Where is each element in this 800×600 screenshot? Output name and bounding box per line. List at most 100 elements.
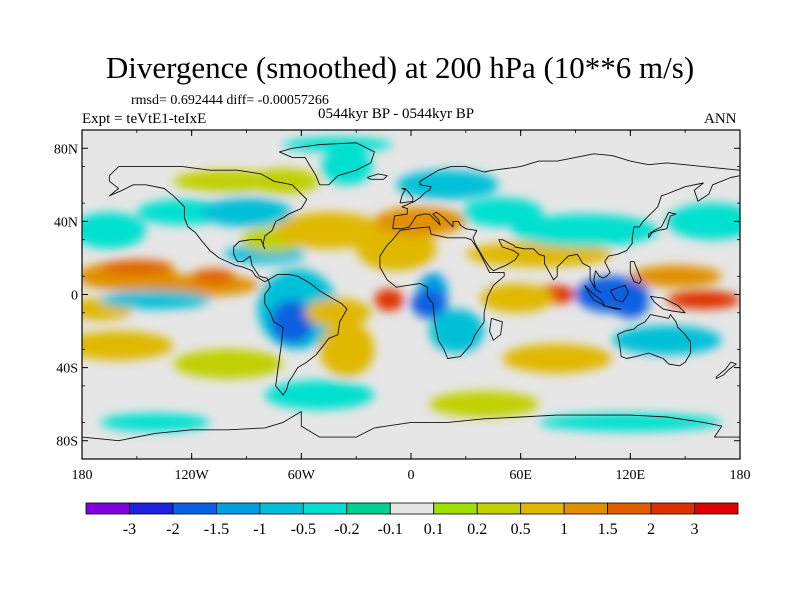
- field-anomaly: [429, 391, 539, 417]
- field-anomaly: [612, 325, 722, 355]
- coastline: [489, 317, 503, 341]
- lat-tick-label: 0: [71, 289, 78, 304]
- colorbar-label: -0.2: [334, 521, 359, 538]
- colorbar-swatch: [129, 502, 174, 515]
- lon-tick-label: 120E: [616, 468, 646, 483]
- field-anomaly: [191, 268, 236, 284]
- colorbar-swatch: [215, 502, 261, 515]
- coastline: [264, 273, 348, 396]
- field-anomaly: [82, 331, 174, 361]
- coastline: [609, 284, 629, 303]
- period-label: 0544kyr BP - 0544kyr BP: [318, 106, 475, 122]
- field-anomaly: [100, 259, 174, 275]
- field-anomaly: [319, 321, 375, 377]
- colorbar-label: 0.2: [467, 521, 487, 538]
- field-anomaly: [666, 203, 740, 240]
- field-anomaly: [511, 214, 658, 247]
- colorbar-label: -2: [166, 521, 179, 538]
- field-anomaly: [246, 168, 320, 194]
- coastline: [82, 411, 740, 442]
- colorbar-label: -3: [123, 521, 136, 538]
- field-anomaly: [538, 413, 722, 432]
- colorbar-swatch: [694, 502, 739, 515]
- colorbar-swatch: [607, 502, 652, 515]
- coastline: [399, 188, 414, 204]
- colorbar-swatch: [85, 502, 130, 515]
- colorbar-swatch: [520, 502, 565, 515]
- colorbar-label: 0.5: [511, 521, 531, 538]
- lat-tick-label: 40N: [54, 215, 78, 230]
- lon-tick-label: 60E: [509, 468, 532, 483]
- field-anomaly: [270, 299, 315, 344]
- rmsd-diff-label: rmsd= 0.692444 diff= -0.00057266: [131, 93, 329, 108]
- colorbar-swatch: [172, 502, 217, 515]
- field-anomaly: [136, 199, 229, 226]
- field-anomaly: [480, 283, 554, 313]
- colorbar-label: 2: [647, 521, 655, 538]
- colorbar-label: -0.1: [378, 521, 403, 538]
- coastline: [650, 295, 686, 314]
- field-anomaly: [666, 290, 740, 310]
- season-label: ANN: [704, 111, 737, 127]
- field-anomaly: [82, 212, 146, 249]
- divergence-field: [82, 137, 740, 432]
- colorbar-swatch: [563, 502, 609, 515]
- field-anomaly: [429, 309, 485, 353]
- lat-tick-label: 40S: [56, 362, 78, 377]
- latitude-axis: 80N 40N 0 40S 80S: [54, 129, 740, 460]
- field-anomaly: [100, 290, 210, 310]
- colorbar-swatch: [433, 502, 478, 515]
- longitude-axis: 180 120W 60W 0 60E 120E 180: [72, 130, 751, 483]
- plot-title: Divergence (smoothed) at 200 hPa (10**6 …: [105, 50, 695, 85]
- colorbar-swatch: [346, 502, 391, 515]
- colorbar-label: -1: [253, 521, 266, 538]
- coastline: [379, 226, 505, 359]
- lon-tick-label: 120W: [175, 468, 210, 483]
- field-anomaly: [283, 137, 393, 152]
- field-anomaly: [411, 289, 448, 319]
- field-anomaly: [396, 170, 499, 200]
- coastline: [108, 166, 308, 283]
- coastline: [392, 153, 740, 229]
- lat-tick-label: 80S: [56, 435, 78, 450]
- colorbar-label: 3: [691, 521, 699, 538]
- field-anomaly: [264, 380, 375, 410]
- colorbar-label: -1.5: [204, 521, 229, 538]
- coastline: [366, 173, 388, 180]
- field-anomaly: [356, 226, 437, 271]
- lon-tick-label: 180: [72, 468, 93, 483]
- colorbar-label: 1.5: [598, 521, 618, 538]
- experiment-label: Expt = teVtE1-teIxE: [82, 111, 207, 127]
- colorbar-swatch: [476, 502, 522, 515]
- field-anomaly: [321, 148, 373, 185]
- coastline: [617, 314, 692, 367]
- field-anomaly: [173, 349, 284, 379]
- coastline: [715, 361, 737, 380]
- coastlines: [82, 142, 740, 442]
- lon-tick-label: 180: [730, 468, 751, 483]
- colorbar-swatch: [650, 502, 695, 515]
- coastline: [278, 142, 375, 186]
- colorbar-swatch: [302, 502, 348, 515]
- field-anomaly: [304, 298, 371, 328]
- lon-tick-label: 0: [408, 468, 415, 483]
- field-anomaly: [462, 197, 543, 227]
- colorbar-label: -0.5: [291, 521, 316, 538]
- colorbar-swatch: [389, 502, 435, 515]
- field-anomaly: [612, 289, 649, 319]
- coastline: [629, 261, 642, 284]
- field-anomaly: [374, 289, 404, 311]
- field-anomaly: [630, 265, 722, 288]
- colorbar-label: 1: [560, 521, 568, 538]
- field-anomaly: [200, 197, 293, 227]
- lon-tick-label: 60W: [288, 468, 316, 483]
- colorbar-label: 0.1: [424, 521, 444, 538]
- colorbar: -3 -2 -1.5 -1 -0.5 -0.2 -0.1 0.1 0.2 0.5 1 1.5 2 3: [85, 502, 739, 538]
- coastline: [392, 175, 740, 294]
- coastline: [602, 305, 622, 310]
- field-anomaly: [374, 206, 466, 237]
- field-anomaly: [273, 212, 384, 249]
- coastline: [648, 211, 677, 239]
- colorbar-swatch: [259, 502, 304, 515]
